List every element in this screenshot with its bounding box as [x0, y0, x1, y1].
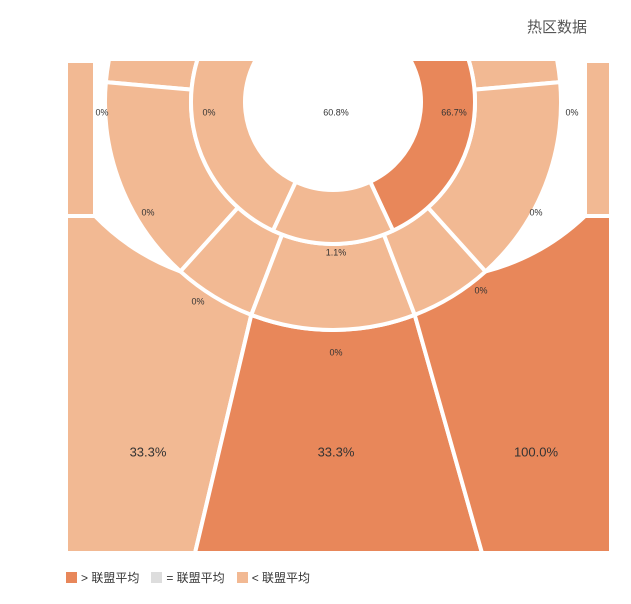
zone-label-right-corner-three: 0%: [565, 107, 578, 117]
zone-label-left-baseline-mid: 0%: [141, 207, 154, 217]
legend: > 联盟平均 = 联盟平均 < 联盟平均: [66, 569, 310, 586]
zone-label-right-paint: 66.7%: [441, 107, 467, 117]
zone-label-top-mid: 0%: [329, 347, 342, 357]
zone-right-paint: [368, 61, 477, 233]
zone-label-left-wing-mid: 0%: [191, 296, 204, 306]
legend-item-above: > 联盟平均: [66, 569, 139, 586]
zone-right-corner-three: [583, 61, 611, 218]
legend-swatch-equal: [151, 572, 163, 583]
legend-label-above: > 联盟平均: [81, 571, 140, 585]
zone-label-right-wing-three: 100.0%: [514, 444, 559, 459]
zone-label-right-baseline-mid: 0%: [529, 207, 542, 217]
zone-right-wing-three: [412, 214, 611, 553]
zone-label-restricted-area: 60.8%: [323, 107, 349, 117]
chart-title: 热区数据: [526, 19, 587, 36]
zone-label-right-wing-mid: 0%: [474, 285, 487, 295]
zone-label-left-wing-three: 33.3%: [130, 444, 167, 459]
zone-label-top-key-three: 33.3%: [318, 444, 355, 459]
zone-label-paint-top: 1.1%: [326, 247, 347, 257]
zone-label-left-elbow-mid: 0%: [202, 107, 215, 117]
zone-label-left-corner-three: 0%: [95, 107, 108, 117]
legend-swatch-above: [66, 572, 77, 583]
legend-label-equal: = 联盟平均: [166, 571, 225, 585]
zone-left-corner-three: [66, 61, 97, 218]
zone-paint-top: [270, 179, 396, 246]
legend-item-below: < 联盟平均: [236, 569, 311, 586]
legend-label-below: < 联盟平均: [251, 571, 311, 585]
legend-swatch-below: [236, 572, 248, 583]
legend-item-equal: = 联盟平均: [151, 569, 225, 586]
zone-left-paint: [189, 61, 298, 233]
